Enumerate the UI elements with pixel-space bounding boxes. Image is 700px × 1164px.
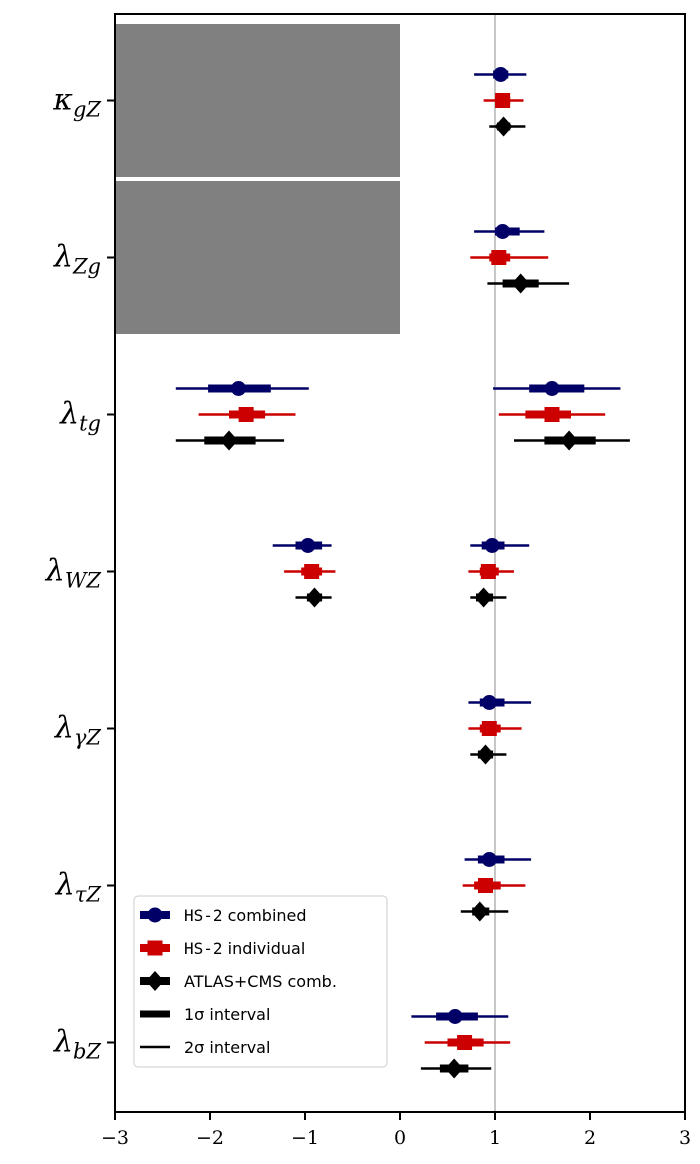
legend-swatch-marker-1 xyxy=(147,940,163,956)
marker-s0-p7 xyxy=(481,852,497,867)
x-tick-label-2: −1 xyxy=(291,1127,319,1149)
param-label-5: λτZ xyxy=(55,868,102,907)
param-label-3: λWZ xyxy=(45,554,102,593)
legend-swatch-marker-0 xyxy=(147,907,163,923)
x-tick-label-5: 2 xyxy=(584,1127,596,1149)
marker-s2-p3 xyxy=(560,430,579,451)
marker-s0-p3 xyxy=(544,381,560,396)
center-markers xyxy=(220,67,579,1079)
marker-s0-p4 xyxy=(300,538,316,553)
marker-s1-p6 xyxy=(481,721,497,736)
legend: HS-2 combined HS-2 individual ATLAS+CMS co… xyxy=(133,895,388,1068)
x-tick-label-6: 3 xyxy=(679,1127,691,1149)
marker-s1-p1 xyxy=(491,250,507,265)
marker-s2-p2 xyxy=(220,430,238,451)
marker-s0-p2 xyxy=(231,381,246,396)
param-label-0: κgZ xyxy=(52,83,101,122)
excluded-region-0 xyxy=(115,24,400,177)
marker-s0-p8 xyxy=(447,1009,463,1024)
y-axis: κgZ λZg λtg λWZ λγZ λτZ λbZ xyxy=(45,83,115,1064)
legend-label-3: 1σ interval xyxy=(184,1005,270,1024)
marker-s2-p6 xyxy=(476,744,495,765)
param-label-2: λtg xyxy=(59,397,101,436)
marker-s1-p8 xyxy=(457,1035,473,1050)
param-label-4: λγZ xyxy=(54,711,102,750)
marker-s2-p4 xyxy=(305,587,324,608)
legend-box xyxy=(133,895,388,1068)
x-tick-label-1: −2 xyxy=(196,1127,224,1149)
x-tick-label-0: −3 xyxy=(101,1127,129,1149)
marker-s1-p0 xyxy=(495,93,511,108)
legend-label-1: HS-2 individual xyxy=(184,939,305,958)
marker-s2-p0 xyxy=(494,116,513,137)
marker-s0-p0 xyxy=(493,67,509,82)
legend-label-0: HS-2 combined xyxy=(184,906,307,925)
excluded-region-1 xyxy=(115,181,400,334)
marker-s2-p5 xyxy=(474,587,493,608)
marker-s2-p8 xyxy=(445,1058,464,1079)
x-axis: −3 −2 −1 0 1 2 3 xyxy=(101,1112,691,1149)
legend-label-2: ATLAS+CMS comb. xyxy=(184,972,337,991)
x-tick-label-3: 0 xyxy=(394,1127,406,1149)
marker-s1-p4 xyxy=(304,564,320,579)
legend-label-4: 2σ interval xyxy=(184,1038,270,1057)
x-tick-label-4: 1 xyxy=(489,1127,501,1149)
marker-s1-p2 xyxy=(238,407,254,422)
excluded-regions xyxy=(115,24,400,334)
marker-s0-p5 xyxy=(484,538,500,553)
param-label-1: λZg xyxy=(53,240,101,279)
marker-s1-p3 xyxy=(544,407,560,422)
marker-s0-p6 xyxy=(481,695,497,710)
legend-swatch-marker-2 xyxy=(146,971,164,991)
marker-s1-p7 xyxy=(478,878,493,893)
marker-s1-p5 xyxy=(480,564,496,579)
marker-s2-p7 xyxy=(470,901,489,922)
param-label-6: λbZ xyxy=(53,1025,101,1064)
marker-s0-p1 xyxy=(495,224,511,239)
marker-s2-p1 xyxy=(511,273,530,294)
